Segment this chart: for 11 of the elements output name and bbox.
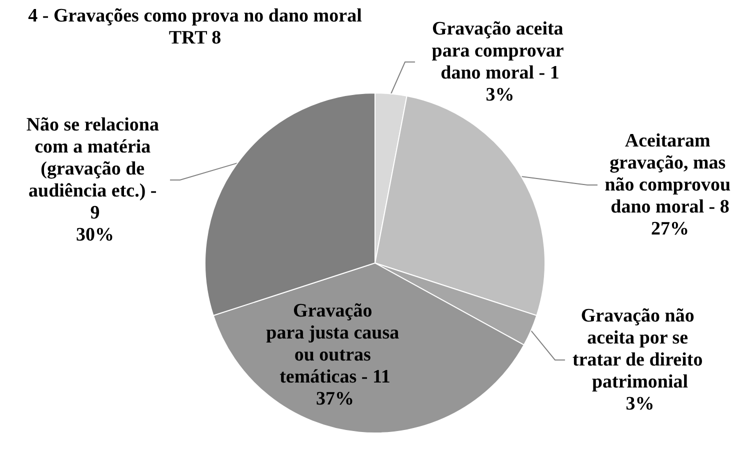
slice-label: Gravação não aceita por se tratar de direito patrimonial xyxy=(572,306,708,392)
data-label: 3% xyxy=(626,394,654,414)
slice-label: Não se relaciona com a matéria (gravação de audiência etc.) - 9 xyxy=(26,114,164,224)
slice-label: Gravação aceita para comprovar dano moral - 1 xyxy=(432,18,568,84)
data-label: 37% xyxy=(316,388,354,410)
data-label: 30% xyxy=(76,224,114,246)
slice-label: Gravação para justa causa ou outras temáticas - 11 xyxy=(266,300,404,388)
slice-label: Aceitaram gravação, mas não comprovou dano moral - 8 xyxy=(604,130,736,218)
data-label: 27% xyxy=(651,218,689,240)
data-label: 3% xyxy=(486,84,514,106)
chart-title: 4 - Gravações como prova no dano moral TRT 8 xyxy=(28,6,362,48)
